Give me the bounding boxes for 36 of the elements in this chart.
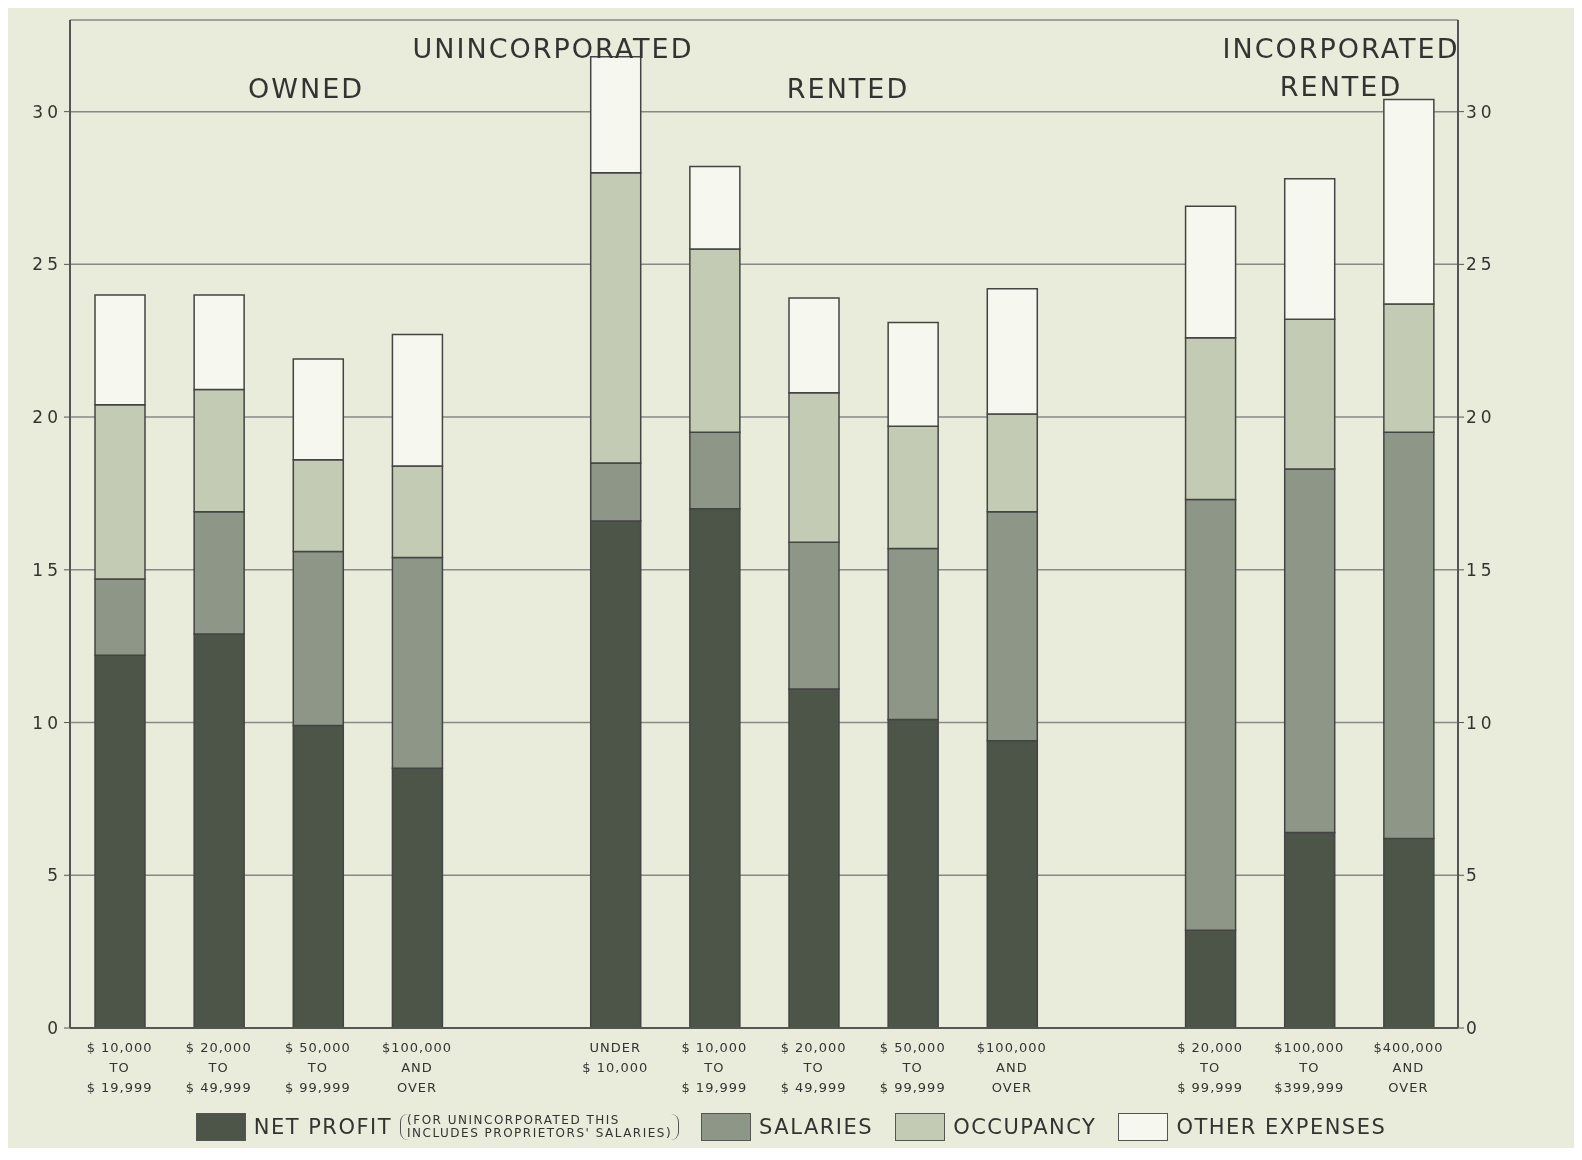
y2-tick-label: 0 bbox=[1466, 1018, 1481, 1039]
y-tick-label: 5 bbox=[47, 865, 62, 886]
y2-tick-label: 10 bbox=[1466, 712, 1496, 733]
x-tick-label: $ 20,000 TO $ 99,999 bbox=[1177, 1040, 1244, 1095]
y2-tick-label: 15 bbox=[1466, 559, 1496, 580]
legend-label: SALARIES bbox=[759, 1115, 874, 1139]
x-tick-label: $ 20,000 TO $ 49,999 bbox=[780, 1040, 847, 1095]
x-tick-label: $100,000 AND OVER bbox=[976, 1040, 1047, 1095]
x-tick-label: $ 10,000 TO $ 19,999 bbox=[86, 1040, 153, 1095]
y-tick-label: 30 bbox=[32, 101, 62, 122]
group-heading: INCORPORATED bbox=[1222, 32, 1460, 64]
y-tick-label: 0 bbox=[47, 1018, 62, 1039]
group-heading: OWNED bbox=[248, 72, 364, 104]
y2-tick-label: 30 bbox=[1466, 101, 1496, 122]
y-tick-label: 10 bbox=[32, 712, 62, 733]
y-tick-label: 20 bbox=[32, 407, 62, 428]
legend-label: OCCUPANCY bbox=[953, 1115, 1097, 1139]
legend-label: OTHER EXPENSES bbox=[1176, 1115, 1387, 1139]
group-heading: RENTED bbox=[1279, 70, 1403, 102]
x-tick-label: $ 20,000 TO $ 49,999 bbox=[185, 1040, 252, 1095]
group-heading: RENTED bbox=[786, 72, 910, 104]
x-tick-label: $ 50,000 TO $ 99,999 bbox=[284, 1040, 351, 1095]
x-tick-label: $ 50,000 TO $ 99,999 bbox=[879, 1040, 946, 1095]
legend-label: NET PROFIT bbox=[253, 1115, 393, 1139]
x-tick-label: $100,000 TO $399,999 bbox=[1274, 1040, 1345, 1095]
y2-tick-label: 25 bbox=[1466, 254, 1496, 275]
text: (FOR UNINCORPORATED THIS INCLUDES PROPRIETORS' SALARIES) bbox=[400, 1113, 680, 1140]
group-heading: UNINCORPORATED bbox=[412, 32, 694, 64]
y2-tick-label: 5 bbox=[1466, 865, 1481, 886]
x-tick-label: $100,000 AND OVER bbox=[381, 1040, 453, 1095]
y-tick-label: 25 bbox=[32, 254, 62, 275]
x-tick-label: UNDER $ 10,000 bbox=[582, 1040, 649, 1075]
x-tick-label: $400,000 AND OVER bbox=[1373, 1040, 1444, 1095]
x-tick-label: $ 10,000 TO $ 19,999 bbox=[681, 1040, 748, 1095]
y-tick-label: 15 bbox=[32, 559, 62, 580]
y2-tick-label: 20 bbox=[1466, 407, 1496, 428]
